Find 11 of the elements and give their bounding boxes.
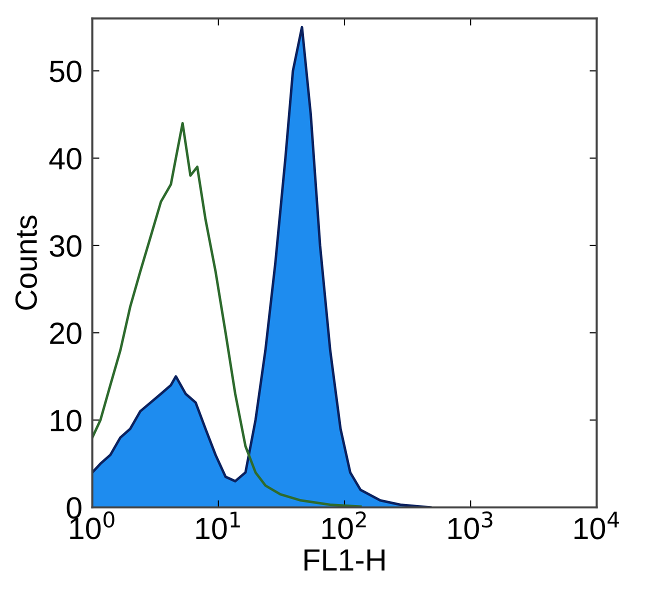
- x-axis-title: FL1-H: [304, 549, 384, 570]
- y-tick-label: 30: [50, 235, 82, 257]
- x-tick-label: 10$^{1}$: [196, 512, 240, 540]
- y-tick-label: 20: [50, 322, 82, 344]
- x-tick-label: 10$^{4}$: [574, 512, 619, 540]
- y-tick-label: 50: [50, 60, 82, 82]
- y-tick-label: 10: [50, 410, 82, 432]
- y-tick-label: 40: [49, 148, 82, 170]
- x-tick-label: 10$^{2}$: [322, 511, 366, 540]
- x-tick-label: 10$^{3}$: [448, 511, 492, 540]
- y-axis-title: Counts: [15, 216, 37, 310]
